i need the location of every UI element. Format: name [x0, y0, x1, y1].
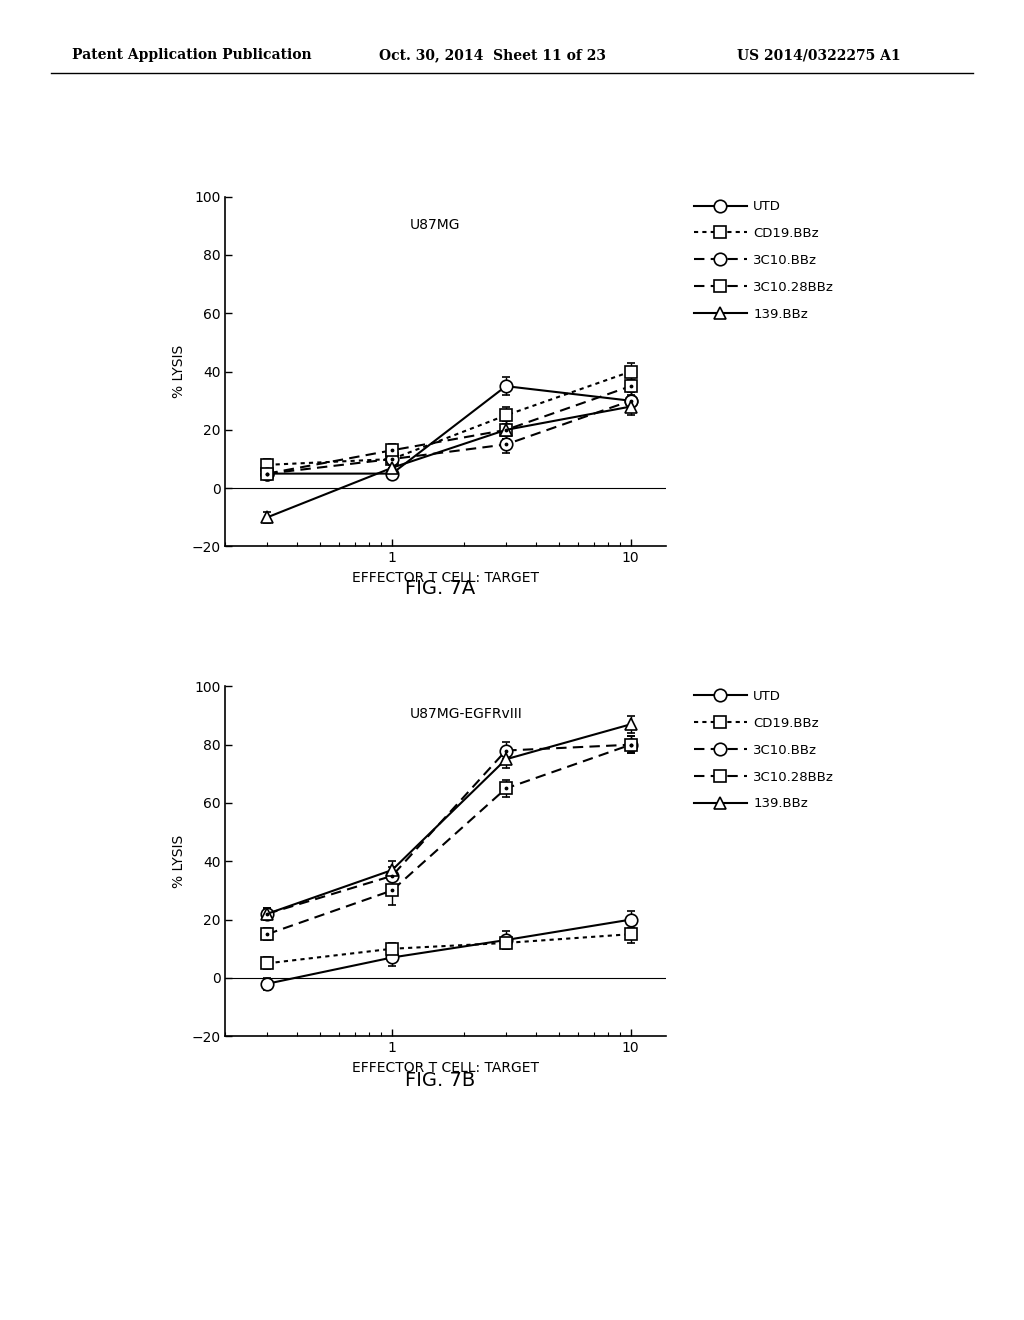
- Text: FIG. 7B: FIG. 7B: [406, 1072, 475, 1090]
- Legend: UTD, CD19.BBz, 3C10.BBz, 3C10.28BBz, 139.BBz: UTD, CD19.BBz, 3C10.BBz, 3C10.28BBz, 139…: [690, 197, 838, 325]
- Legend: UTD, CD19.BBz, 3C10.BBz, 3C10.28BBz, 139.BBz: UTD, CD19.BBz, 3C10.BBz, 3C10.28BBz, 139…: [690, 686, 838, 814]
- X-axis label: EFFECTOR T CELL: TARGET: EFFECTOR T CELL: TARGET: [352, 570, 539, 585]
- Y-axis label: % LYSIS: % LYSIS: [172, 834, 185, 888]
- Text: FIG. 7A: FIG. 7A: [406, 579, 475, 598]
- Text: US 2014/0322275 A1: US 2014/0322275 A1: [737, 49, 901, 62]
- Text: U87MG-EGFRvIII: U87MG-EGFRvIII: [411, 708, 523, 722]
- Text: Patent Application Publication: Patent Application Publication: [72, 49, 311, 62]
- X-axis label: EFFECTOR T CELL: TARGET: EFFECTOR T CELL: TARGET: [352, 1060, 539, 1074]
- Y-axis label: % LYSIS: % LYSIS: [172, 345, 185, 399]
- Text: U87MG: U87MG: [411, 218, 461, 232]
- Text: Oct. 30, 2014  Sheet 11 of 23: Oct. 30, 2014 Sheet 11 of 23: [379, 49, 606, 62]
